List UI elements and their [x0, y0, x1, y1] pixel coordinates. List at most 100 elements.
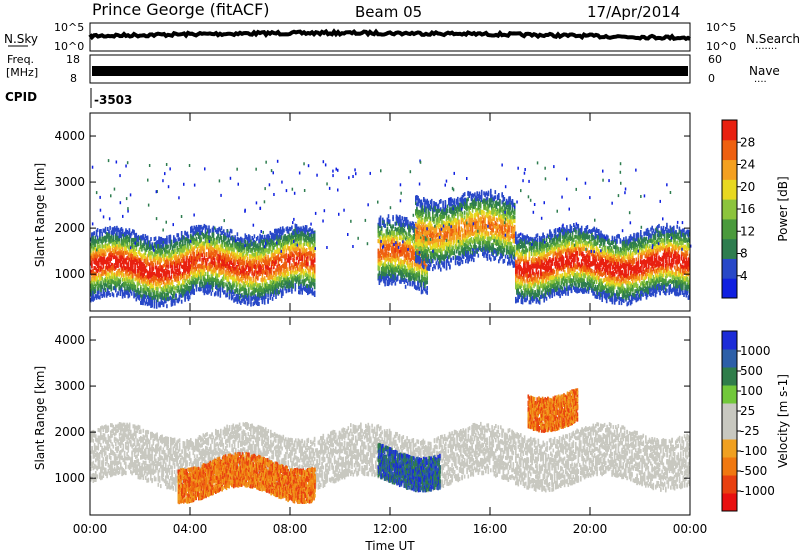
power-cell — [131, 292, 133, 296]
power-cell — [157, 287, 159, 291]
power-cell — [204, 267, 206, 271]
power-cell — [205, 272, 207, 276]
power-cell — [109, 293, 111, 297]
power-cell — [250, 303, 252, 307]
power-cell — [166, 304, 168, 308]
power-cell — [204, 248, 206, 252]
power-cell — [101, 277, 103, 281]
power-cell — [275, 272, 277, 276]
power-cell — [229, 233, 231, 237]
power-cell — [286, 289, 288, 293]
freq-tick-top: 18 — [66, 53, 80, 66]
power-cell — [184, 298, 186, 302]
power-cell — [175, 294, 177, 298]
power-cell — [103, 265, 105, 269]
noise-dotted-marker: ······· — [755, 44, 777, 55]
power-cell — [104, 292, 106, 296]
power-cell — [287, 268, 289, 272]
power-cell — [233, 248, 235, 252]
power-cell — [196, 284, 198, 288]
power-cell — [216, 250, 218, 254]
power-cell — [271, 271, 273, 275]
noise-left-tick-top: 10^5 — [54, 21, 84, 34]
power-cell — [120, 292, 122, 296]
power-cell — [132, 278, 134, 282]
power-cell — [282, 292, 284, 296]
noise-left-tick-bottom: 10^0 — [54, 40, 84, 53]
power-cell — [234, 235, 236, 239]
power-cell — [281, 236, 283, 240]
power-cell — [314, 253, 316, 257]
power-cell — [113, 293, 115, 297]
power-cell — [204, 253, 206, 257]
power-cell — [295, 287, 297, 291]
power-cell — [243, 250, 245, 254]
power-cell — [198, 277, 200, 281]
power-cell — [181, 231, 183, 235]
power-cell — [221, 226, 223, 230]
power-cell — [380, 218, 382, 222]
power-cell — [300, 240, 302, 244]
power-cell — [229, 296, 231, 300]
power-cell — [240, 284, 242, 288]
power-cell — [272, 297, 274, 301]
freq-label-line2: [MHz] — [6, 66, 38, 79]
power-cell — [178, 277, 180, 281]
freq-band — [92, 66, 688, 76]
power-cell — [314, 275, 316, 279]
power-cell — [100, 281, 102, 285]
power-cell — [109, 226, 111, 230]
power-cell — [116, 232, 118, 236]
power-cell — [193, 291, 195, 295]
power-cell — [162, 250, 164, 254]
power-cell — [257, 236, 259, 240]
power-cell — [215, 292, 217, 296]
power-cell — [171, 240, 173, 244]
power-cell — [262, 283, 264, 287]
power-cell — [118, 238, 120, 242]
power-cell — [150, 292, 152, 296]
power-cell — [134, 285, 136, 289]
nave-tick-bottom: 0 — [708, 72, 715, 85]
power-cell — [151, 304, 153, 308]
noise-panel: N.Sky 10^5 10^0 10^5 10^0 N.Search ·····… — [4, 21, 800, 55]
power-cell — [248, 287, 250, 291]
date-title: 17/Apr/2014 — [587, 3, 680, 21]
power-cell — [179, 297, 181, 301]
power-cell — [314, 237, 316, 241]
power-cell — [299, 249, 301, 253]
power-cell — [120, 280, 122, 284]
freq-tick-bottom: 8 — [70, 72, 77, 85]
power-cell — [153, 267, 155, 271]
power-cell — [231, 229, 233, 233]
power-cell — [312, 288, 314, 292]
power-cell — [301, 257, 303, 261]
cpid-row: CPID -3503 — [5, 88, 132, 108]
power-cell — [380, 222, 382, 226]
power-cell — [98, 291, 100, 295]
power-cell — [155, 237, 157, 241]
power-cell — [254, 234, 256, 238]
power-cell — [283, 229, 285, 233]
power-cell — [206, 262, 208, 266]
power-cell — [134, 270, 136, 274]
power-cell — [117, 264, 119, 268]
power-cell — [304, 242, 306, 246]
power-cell — [147, 236, 149, 240]
power-cell — [264, 299, 266, 303]
power-cell — [171, 275, 173, 279]
power-cell — [183, 275, 185, 279]
nave-dotted-marker: ···· — [754, 77, 767, 88]
power-cell — [258, 302, 260, 306]
power-cell — [208, 225, 210, 229]
power-cell — [267, 298, 269, 302]
power-cell — [222, 244, 224, 248]
power-cell — [201, 253, 203, 257]
power-cell — [161, 258, 163, 262]
power-cell — [223, 270, 225, 274]
power-cell — [99, 233, 101, 237]
power-cell — [381, 227, 383, 231]
freq-panel: Freq. [MHz] 18 8 60 0 Nave ···· — [6, 53, 780, 88]
power-cell — [206, 253, 208, 257]
